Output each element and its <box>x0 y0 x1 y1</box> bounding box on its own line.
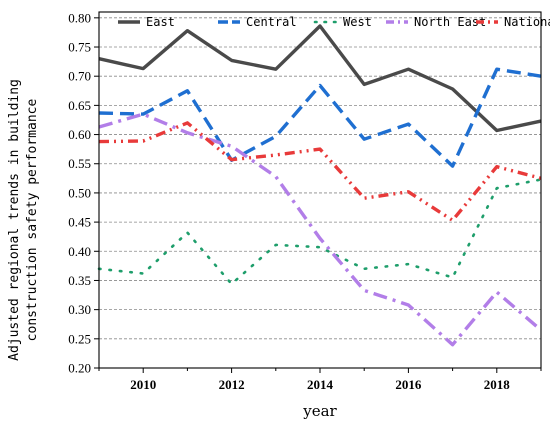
series-line-north-east <box>98 112 543 347</box>
y-axis-title-line-2: construction safety performance <box>25 99 40 342</box>
y-tick-label: 0.60 <box>68 127 91 142</box>
x-tick-label: 2016 <box>395 377 422 392</box>
y-tick-label: 0.55 <box>68 156 91 171</box>
series-line-west <box>97 178 543 286</box>
axis-titles: year Adjusted regional trends in buildin… <box>7 79 338 420</box>
y-tick-label: 0.65 <box>68 98 91 113</box>
y-tick-label: 0.75 <box>68 40 91 55</box>
x-tick-label: 2012 <box>219 377 245 392</box>
y-tick-label: 0.20 <box>68 361 91 376</box>
legend-label: National <box>504 15 550 29</box>
x-tick-label: 2018 <box>484 377 511 392</box>
x-axis-title: year <box>302 402 337 420</box>
legend-label: Central <box>246 15 297 29</box>
y-tick-label: 0.35 <box>68 273 91 288</box>
plot-frame <box>98 11 542 369</box>
series-lines <box>97 24 543 347</box>
legend-label: North East <box>414 15 486 29</box>
series-line-central <box>98 67 542 168</box>
y-tick-label: 0.25 <box>68 331 91 346</box>
legend: East Central West North East National <box>118 15 550 29</box>
y-axis-title-line-1: Adjusted regional trends in building <box>7 79 22 361</box>
axes: 0.20 0.25 0.30 0.35 0.40 0.45 0.50 0.55 0.60 0.65… <box>68 10 542 392</box>
series-line-national <box>98 121 542 222</box>
y-tick-label: 0.30 <box>68 302 91 317</box>
grid-lines <box>99 17 541 340</box>
y-tick-label: 0.50 <box>68 185 91 200</box>
x-tick-label: 2014 <box>307 377 334 392</box>
legend-label: East <box>146 15 175 29</box>
y-tick-label: 0.40 <box>68 244 91 259</box>
series-line-east <box>98 24 542 133</box>
legend-label: West <box>343 15 372 29</box>
y-tick-label: 0.80 <box>68 10 91 25</box>
x-tick-label: 2010 <box>130 377 156 392</box>
y-tick-label: 0.70 <box>68 69 91 84</box>
y-tick-label: 0.45 <box>68 215 91 230</box>
